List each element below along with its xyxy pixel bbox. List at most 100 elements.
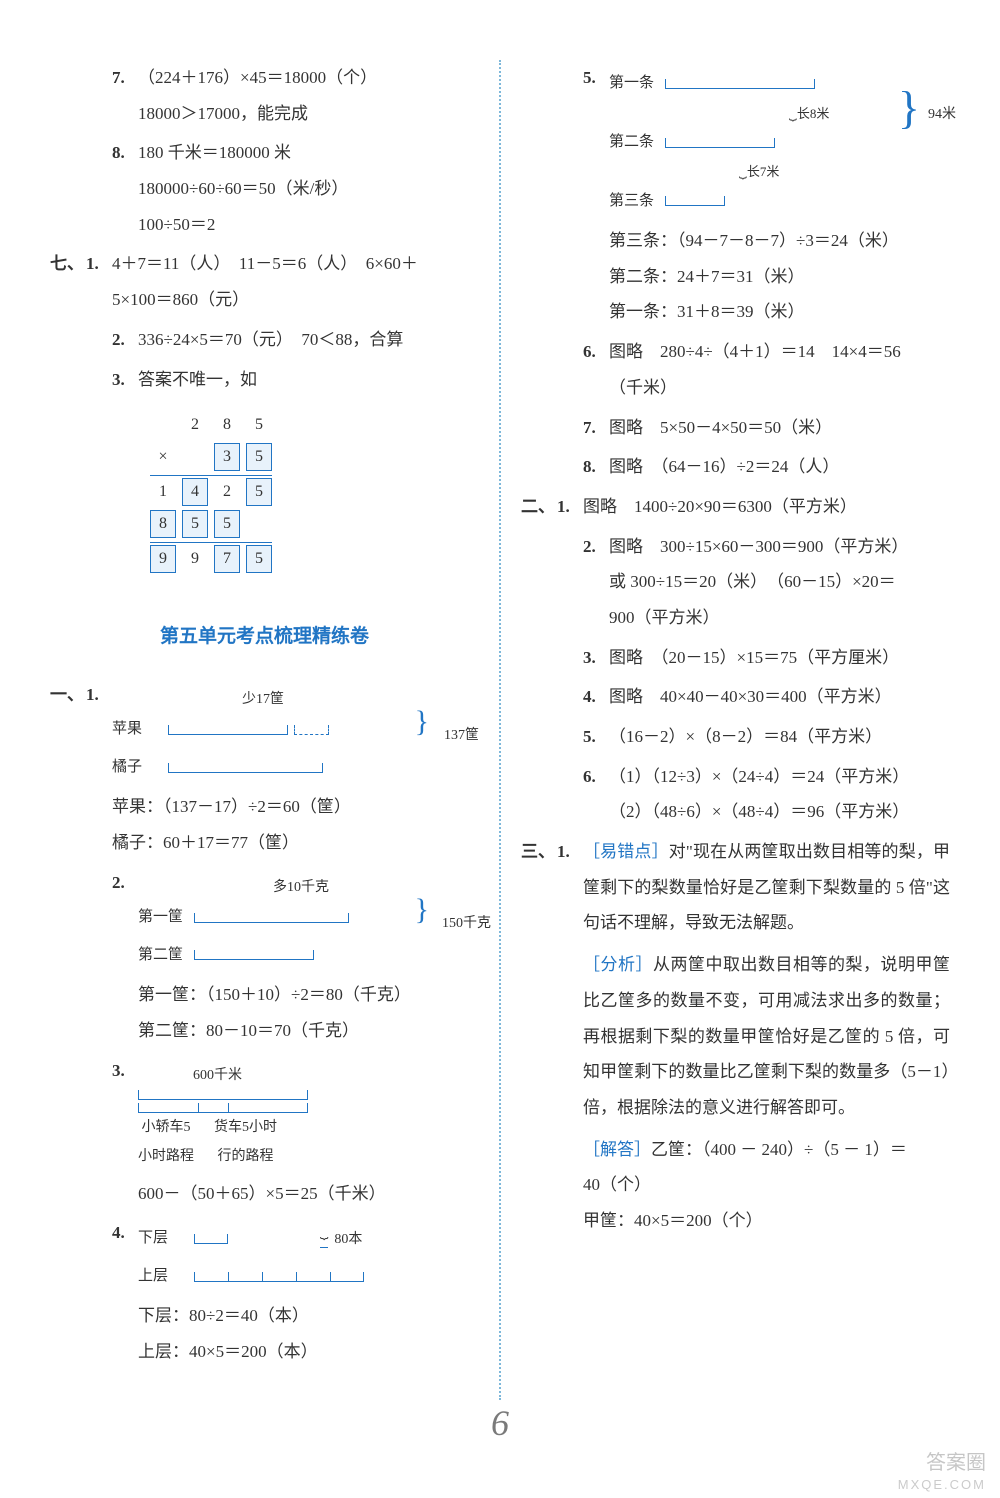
item-6: 6. 图略 280÷4÷（4＋1）＝14 14×4＝56 （千米） bbox=[583, 334, 950, 405]
distance-diagram: 600千米 小轿车5 小时路程 bbox=[138, 1061, 479, 1172]
item-8: 8. 图略 （64－16）÷2＝24（人） bbox=[583, 449, 950, 485]
text-line: 图略 5×50－4×50＝50（米） bbox=[609, 410, 950, 446]
bar bbox=[665, 138, 775, 148]
text-line: 橘子：60＋17＝77（筐） bbox=[112, 825, 479, 861]
item-content: 少17筐 苹果 } 137筐 橘子 苹果：（137－17）÷2＝60（筐） 橘子… bbox=[112, 677, 479, 861]
item-2: 2. 图略 300÷15×60－300＝900（平方米） 或 300÷15＝20… bbox=[583, 529, 950, 636]
text-line: （千米） bbox=[609, 370, 950, 406]
item-number: 7. bbox=[583, 410, 609, 446]
bar bbox=[168, 725, 288, 735]
text-line: 图略 1400÷20×90＝6300（平方米） bbox=[583, 489, 950, 525]
item-number: 1. bbox=[86, 246, 112, 317]
unit-heading: 第五单元考点梳理精练卷 bbox=[50, 617, 479, 657]
left-column: 7. （224＋176）×45＝18000（个） 18000＞17000，能完成… bbox=[30, 60, 499, 1400]
item-number: 2. bbox=[112, 865, 138, 1049]
error-point-label: ［易错点］ bbox=[583, 842, 669, 861]
text-line: 5×100＝860（元） bbox=[112, 282, 479, 318]
item-3: 3. 图略 （20－15）×15＝75（平方厘米） bbox=[583, 640, 950, 676]
item-5: 5. 第一条 } 94米 ⏟长8米 第二条 bbox=[583, 60, 950, 330]
section-2: 二、 1. 图略 1400÷20×90＝6300（平方米） bbox=[521, 489, 950, 525]
item-content: 180 千米＝180000 米 180000÷60÷60＝50（米/秒） 100… bbox=[138, 135, 479, 242]
item-number: 6. bbox=[583, 759, 609, 830]
item-number: 2. bbox=[583, 529, 609, 636]
item-7: 7. （224＋176）×45＝18000（个） 18000＞17000，能完成 bbox=[112, 60, 479, 131]
text-line: 900（平方米） bbox=[609, 600, 950, 636]
item-content: 4＋7＝11（人） 11－5＝6（人） 6×60＋ 5×100＝860（元） bbox=[112, 246, 479, 317]
bar-diagram-baskets: 多10千克 第一筐 } 150千克 第二筐 bbox=[138, 873, 479, 971]
text-line: 336÷24×5＝70（元） 70＜88，合算 bbox=[138, 322, 479, 358]
section-number: 二、 bbox=[521, 489, 557, 525]
item-2: 2. 多10千克 第一筐 } 150千克 第二筐 bbox=[112, 865, 479, 1049]
item-4: 4. 下层 ⏟ 80本 上层 bbox=[112, 1215, 479, 1369]
text-line: 下层：80÷2＝40（本） bbox=[138, 1298, 479, 1334]
item-number: 1. bbox=[86, 677, 112, 861]
text-line: 甲筐：40×5＝200（个） bbox=[583, 1203, 950, 1239]
text-line: 上层：40×5＝200（本） bbox=[138, 1334, 479, 1370]
text-line: （1）（12÷3）×（24÷4）＝24（平方米） bbox=[609, 759, 950, 795]
item-content: 多10千克 第一筐 } 150千克 第二筐 第一筐：（150＋10）÷2＝80（… bbox=[138, 865, 479, 1049]
text-line: 乙筐：（400 － 240）÷（5 － 1）＝ bbox=[651, 1140, 907, 1159]
section-7: 七、 1. 4＋7＝11（人） 11－5＝6（人） 6×60＋ 5×100＝86… bbox=[50, 246, 479, 317]
item-number: 3. bbox=[112, 362, 138, 398]
multiplication-grid: 2 8 5 × 3 5 1 4 2 5 8 5 5 bbox=[150, 411, 272, 577]
text-line: 100÷50＝2 bbox=[138, 207, 479, 243]
item-number: 5. bbox=[583, 719, 609, 755]
bar-dashed bbox=[294, 725, 329, 735]
text-line: 第二条：24＋7＝31（米） bbox=[609, 259, 950, 295]
text-line: 图略 280÷4÷（4＋1）＝14 14×4＝56 bbox=[609, 334, 950, 370]
item-content: 图略 300÷15×60－300＝900（平方米） 或 300÷15＝20（米）… bbox=[609, 529, 950, 636]
section-number: 三、 bbox=[521, 834, 557, 1239]
item-number: 5. bbox=[583, 60, 609, 330]
item-6: 6. （1）（12÷3）×（24÷4）＝24（平方米） （2）（48÷6）×（4… bbox=[583, 759, 950, 830]
item-number: 2. bbox=[112, 322, 138, 358]
text-line: 图略 40×40－40×30＝400（平方米） bbox=[609, 679, 950, 715]
section-number: 七、 bbox=[50, 246, 86, 317]
text-line: 图略 （64－16）÷2＝24（人） bbox=[609, 449, 950, 485]
section-number: 一、 bbox=[50, 677, 86, 861]
shelf-diagram: 下层 ⏟ 80本 上层 bbox=[138, 1223, 479, 1292]
text-line: 40（个） bbox=[583, 1167, 950, 1203]
bar bbox=[665, 196, 725, 206]
text-line: （2）（48÷6）×（48÷4）＝96（平方米） bbox=[609, 794, 950, 830]
item-content: 第一条 } 94米 ⏟长8米 第二条 ⏟长7米 第三条 bbox=[609, 60, 950, 330]
item-number: 1. bbox=[557, 489, 583, 525]
text-line: 180 千米＝180000 米 bbox=[138, 135, 479, 171]
item-number: 8. bbox=[583, 449, 609, 485]
item-number: 3. bbox=[112, 1053, 138, 1212]
text-line: 4＋7＝11（人） 11－5＝6（人） 6×60＋ bbox=[112, 246, 479, 282]
item-4: 4. 图略 40×40－40×30＝400（平方米） bbox=[583, 679, 950, 715]
text-line: 180000÷60÷60＝50（米/秒） bbox=[138, 171, 479, 207]
item-content: ［易错点］对"现在从两筐取出数目相等的梨，甲筐剩下的梨数量恰好是乙筐剩下梨数量的… bbox=[583, 834, 950, 1239]
bar bbox=[194, 950, 314, 960]
bar bbox=[168, 763, 323, 773]
rope-diagram: 第一条 } 94米 ⏟长8米 第二条 ⏟长7米 第三条 bbox=[609, 68, 950, 217]
text-line: 第一条：31＋8＝39（米） bbox=[609, 294, 950, 330]
item-number: 4. bbox=[112, 1215, 138, 1369]
text-line: （16－2）×（8－2）＝84（平方米） bbox=[609, 719, 950, 755]
item-3: 3. 答案不唯一，如 bbox=[112, 362, 479, 398]
item-8: 8. 180 千米＝180000 米 180000÷60÷60＝50（米/秒） … bbox=[112, 135, 479, 242]
item-number: 1. bbox=[557, 834, 583, 1239]
text-line: 苹果：（137－17）÷2＝60（筐） bbox=[112, 789, 479, 825]
text-line: 从两筐中取出数目相等的梨，说明甲筐比乙筐多的数量不变，可用减法求出多的数量；再根… bbox=[583, 955, 950, 1117]
item-number: 8. bbox=[112, 135, 138, 242]
page-number: 6 bbox=[491, 1386, 509, 1462]
watermark-url: MXQE.COM bbox=[898, 1471, 986, 1498]
bar bbox=[138, 1090, 308, 1100]
bar-diagram-apple-orange: 少17筐 苹果 } 137筐 橘子 bbox=[112, 685, 479, 783]
item-content: 600千米 小轿车5 小时路程 bbox=[138, 1053, 479, 1212]
text-line: 图略 （20－15）×15＝75（平方厘米） bbox=[609, 640, 950, 676]
item-number: 6. bbox=[583, 334, 609, 405]
item-number: 7. bbox=[112, 60, 138, 131]
page-container: 7. （224＋176）×45＝18000（个） 18000＞17000，能完成… bbox=[0, 0, 1000, 1440]
solution-label: ［解答］ bbox=[583, 1140, 651, 1159]
text-line: 第一筐：（150＋10）÷2＝80（千克） bbox=[138, 977, 479, 1013]
right-column: 5. 第一条 } 94米 ⏟长8米 第二条 bbox=[501, 60, 970, 1400]
text-line: 第二筐：80－10＝70（千克） bbox=[138, 1013, 479, 1049]
bar bbox=[194, 913, 349, 923]
text-line: 18000＞17000，能完成 bbox=[138, 96, 479, 132]
item-content: 下层 ⏟ 80本 上层 bbox=[138, 1215, 479, 1369]
item-number: 3. bbox=[583, 640, 609, 676]
item-5: 5. （16－2）×（8－2）＝84（平方米） bbox=[583, 719, 950, 755]
item-3: 3. 600千米 小轿车5 小时路程 bbox=[112, 1053, 479, 1212]
